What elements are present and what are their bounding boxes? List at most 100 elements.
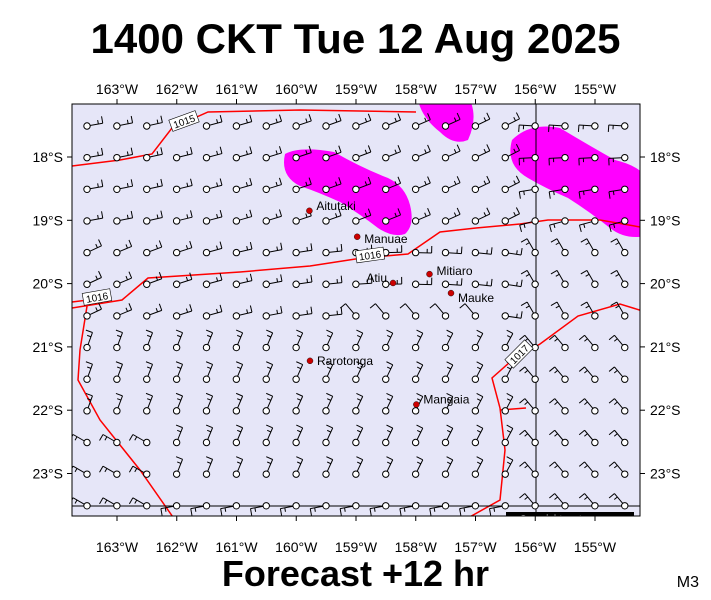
wind-barb — [352, 145, 372, 162]
wind-barb — [292, 114, 312, 130]
wind-barb — [232, 146, 253, 162]
wind-barb — [113, 210, 134, 225]
wind-barb — [501, 329, 514, 352]
wind-barb — [501, 311, 523, 320]
wind-barb — [113, 303, 133, 320]
wind-barb — [411, 176, 431, 194]
wind-barb — [322, 456, 334, 478]
wind-barb — [143, 361, 154, 383]
wind-barb — [441, 112, 461, 130]
wind-barb — [262, 392, 274, 415]
wind-barb — [382, 392, 394, 415]
wind-barb — [489, 502, 509, 516]
wind-barb — [352, 361, 364, 383]
wind-barb — [578, 429, 599, 447]
wind-barb — [202, 178, 223, 194]
wind-barb — [441, 278, 463, 288]
lat-label-left: 23°S — [32, 466, 63, 482]
wind-barb — [549, 429, 569, 447]
wind-barb — [411, 456, 424, 478]
wind-barb — [608, 153, 629, 166]
wind-barb — [411, 329, 424, 352]
wind-barb — [202, 424, 214, 447]
wind-barb — [411, 392, 424, 415]
wind-barb — [322, 275, 343, 288]
wind-barb — [352, 176, 372, 194]
island-label: Atiu — [366, 271, 387, 285]
wind-barb — [72, 465, 91, 478]
wind-barb — [83, 329, 93, 352]
wind-barb — [83, 392, 93, 415]
wind-barb — [83, 116, 104, 130]
wind-barb — [172, 210, 193, 225]
wind-barb — [399, 303, 420, 320]
island-label: Mauke — [458, 291, 494, 305]
wind-barb — [232, 392, 244, 415]
wind-barb — [501, 207, 520, 225]
wind-barb — [339, 303, 360, 320]
wind-barb — [262, 305, 283, 320]
wind-barb — [172, 272, 193, 288]
lon-label-top: 155°W — [574, 81, 617, 97]
wind-barb — [113, 361, 123, 383]
wind-barb — [190, 502, 211, 516]
wind-barb — [83, 211, 104, 225]
wind-barb — [83, 361, 93, 383]
wind-barb — [83, 147, 104, 162]
wind-barb — [550, 301, 569, 320]
lat-label-right: 18°S — [650, 149, 681, 165]
wind-barb — [292, 209, 312, 225]
wind-barb — [292, 243, 313, 257]
wind-barb — [382, 329, 394, 352]
wind-barb — [519, 217, 539, 233]
wind-barb — [578, 334, 599, 352]
wind-barb — [501, 143, 520, 162]
wind-barb — [232, 273, 253, 288]
wind-barb — [143, 115, 163, 130]
island-label: Mitiaro — [436, 264, 472, 278]
wind-barb — [441, 424, 454, 447]
wind-barb — [322, 208, 342, 225]
wind-barb — [429, 303, 450, 320]
wind-barb — [322, 361, 334, 383]
precip-area-east — [510, 126, 640, 237]
wind-barb — [352, 392, 364, 415]
wind-barb — [608, 398, 629, 415]
wind-barb — [352, 276, 373, 288]
wind-barb — [83, 179, 104, 194]
wind-barb — [232, 178, 253, 194]
wind-barb — [549, 366, 569, 383]
wind-barb — [322, 113, 342, 130]
wind-barb — [441, 361, 454, 383]
wind-barb — [322, 424, 334, 447]
wind-barb — [471, 247, 493, 257]
wind-barb — [441, 144, 461, 162]
isobar-1016-north — [72, 219, 640, 309]
wind-barb — [471, 207, 491, 225]
wind-barb — [232, 114, 253, 130]
wind-barb — [578, 153, 599, 166]
wind-barb — [143, 303, 163, 320]
lon-label-bottom: 156°W — [514, 539, 557, 555]
wind-barb — [382, 424, 394, 447]
wind-barb — [292, 177, 312, 194]
wind-barb — [578, 366, 599, 383]
wind-barb — [172, 361, 184, 383]
wind-barb — [202, 146, 223, 162]
wind-barb — [202, 241, 223, 257]
wind-barb — [113, 147, 134, 162]
wind-barb — [608, 461, 629, 478]
wind-barb — [501, 247, 523, 257]
isobar-1017 — [469, 303, 640, 516]
wind-barb — [292, 329, 304, 352]
lon-label-bottom: 160°W — [275, 539, 318, 555]
wind-barb — [411, 208, 431, 225]
wind-barb — [232, 424, 244, 447]
wind-barb — [232, 305, 253, 320]
island-label: Manuae — [364, 232, 408, 246]
isobar-label-1016-north: 1016 — [354, 246, 386, 263]
wind-barb — [172, 424, 184, 447]
wind-barb — [520, 238, 539, 257]
wind-barb — [128, 434, 151, 447]
wind-barb — [292, 456, 304, 478]
